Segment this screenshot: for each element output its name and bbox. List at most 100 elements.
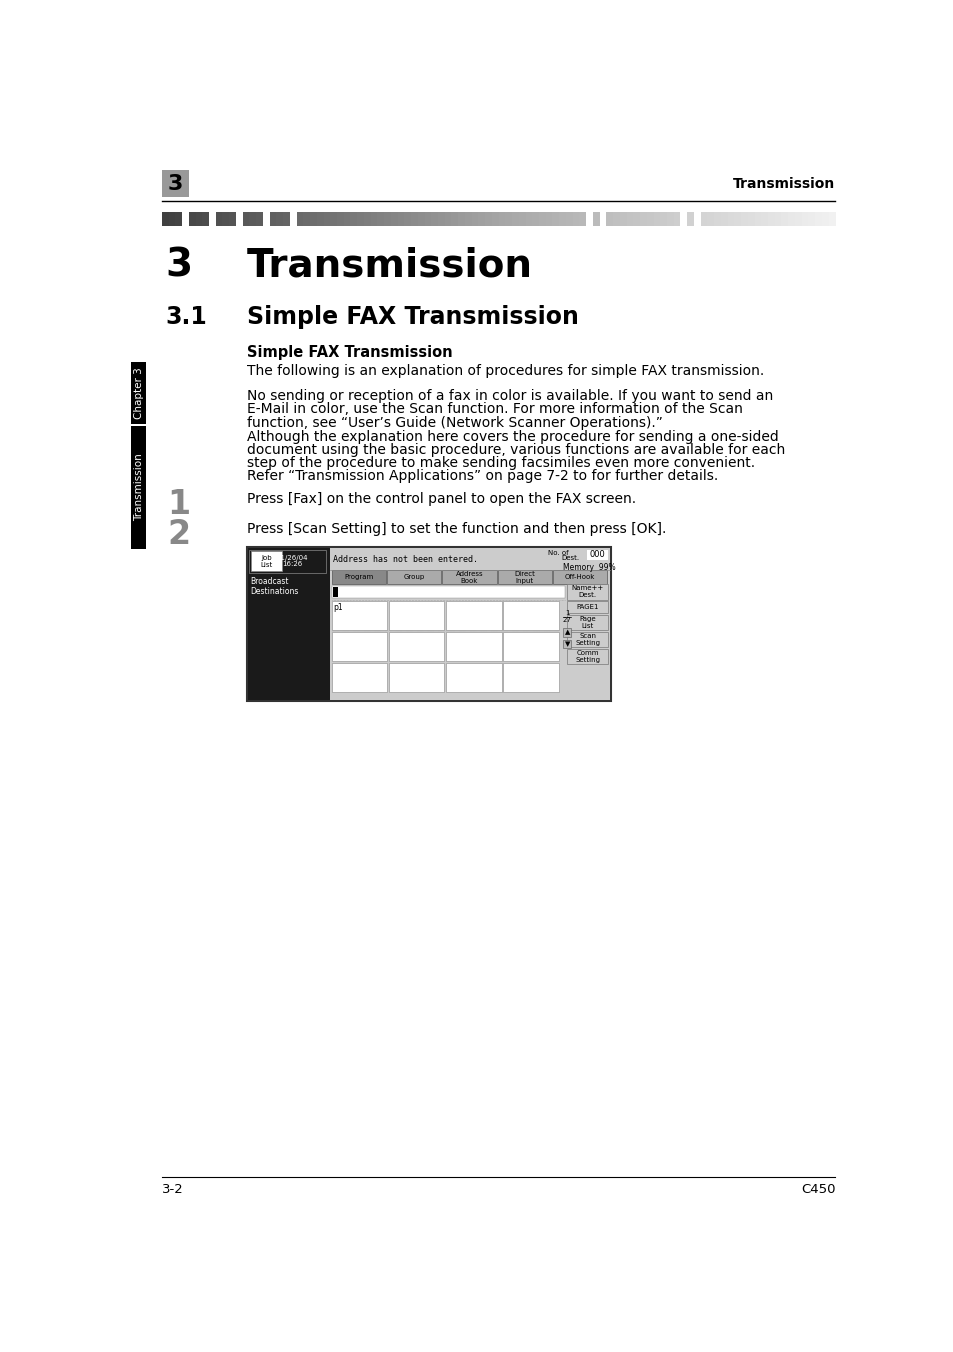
Text: ▲: ▲ [564,629,569,635]
Text: p1: p1 [333,603,342,611]
Bar [492,212,498,226]
Bar [350,212,357,226]
Bar [333,587,337,596]
Bar [477,212,485,226]
Bar [270,212,276,226]
Bar [572,212,579,226]
Bar [389,602,444,630]
Bar [578,212,586,226]
Bar [330,212,337,226]
Text: 1: 1 [167,488,191,521]
Bar [464,212,472,226]
Bar [424,212,431,226]
Text: Address
Book: Address Book [456,571,483,584]
Bar [249,549,326,573]
Bar [485,212,492,226]
Bar [131,426,146,549]
Bar [502,631,558,661]
Text: 1: 1 [564,610,569,617]
Bar [747,212,754,226]
Bar [592,212,599,226]
Text: Direct
Input: Direct Input [514,571,535,584]
Bar [222,212,230,226]
Bar [619,212,626,226]
Bar [332,662,387,692]
Bar [787,212,795,226]
Bar [404,212,411,226]
Text: Chapter 3: Chapter 3 [133,368,144,419]
Bar [195,212,202,226]
Bar [558,212,566,226]
Bar [251,552,282,571]
Bar [209,212,216,226]
Bar [538,212,545,226]
Bar [332,602,387,630]
Bar [310,212,316,226]
Text: Job
List: Job List [260,554,273,568]
Bar [512,212,518,226]
Bar [387,571,441,584]
Text: function, see “User’s Guide (Network Scanner Operations).”: function, see “User’s Guide (Network Sca… [247,415,662,430]
Bar [518,212,525,226]
Bar [442,571,497,584]
Bar [659,212,667,226]
Bar [229,212,236,226]
Bar [505,212,512,226]
Bar [242,212,250,226]
Bar [633,212,639,226]
Bar [767,212,774,226]
Text: Press [Fax] on the control panel to open the FAX screen.: Press [Fax] on the control panel to open… [247,492,636,506]
Bar [502,602,558,630]
Bar [552,212,559,226]
Bar [599,212,606,226]
Bar [457,212,465,226]
Bar [363,212,371,226]
Bar [437,212,445,226]
Bar [343,212,351,226]
Bar [686,212,694,226]
Text: Group: Group [403,575,424,580]
Bar [444,212,452,226]
Bar [235,212,243,226]
Bar [256,212,263,226]
Text: Simple FAX Transmission: Simple FAX Transmission [247,345,453,360]
Bar [720,212,727,226]
Text: Dest.: Dest. [561,554,579,561]
Bar [182,212,189,226]
Text: No. of: No. of [547,550,568,556]
Bar [356,212,364,226]
Bar [666,212,674,226]
Bar [706,212,714,226]
Bar [330,548,609,569]
Bar [821,212,828,226]
Text: PAGE1: PAGE1 [576,604,598,610]
Bar [781,212,788,226]
Text: Simple FAX Transmission: Simple FAX Transmission [247,304,578,329]
Bar [814,212,821,226]
Text: E-Mail in color, use the Scan function. For more information of the Scan: E-Mail in color, use the Scan function. … [247,403,742,416]
Text: Program: Program [344,575,374,580]
Bar [445,631,501,661]
Text: 3.1: 3.1 [166,304,208,329]
Bar [567,631,608,648]
Text: Memory  99%: Memory 99% [562,562,616,572]
Bar [417,212,424,226]
Bar [162,212,169,226]
Bar [714,212,720,226]
Bar [502,662,558,692]
Text: Off-Hook: Off-Hook [564,575,595,580]
Text: Transmission: Transmission [247,247,533,285]
Text: 3: 3 [167,174,183,193]
Bar [585,212,593,226]
Text: Refer “Transmission Applications” on page 7-2 to for further details.: Refer “Transmission Applications” on pag… [247,469,718,484]
Bar [316,212,324,226]
Bar [451,212,458,226]
Bar [498,212,505,226]
Bar [639,212,646,226]
Bar [384,212,391,226]
Bar [248,548,329,700]
Bar [727,212,734,226]
Bar [445,662,501,692]
Bar [734,212,740,226]
Bar [760,212,767,226]
